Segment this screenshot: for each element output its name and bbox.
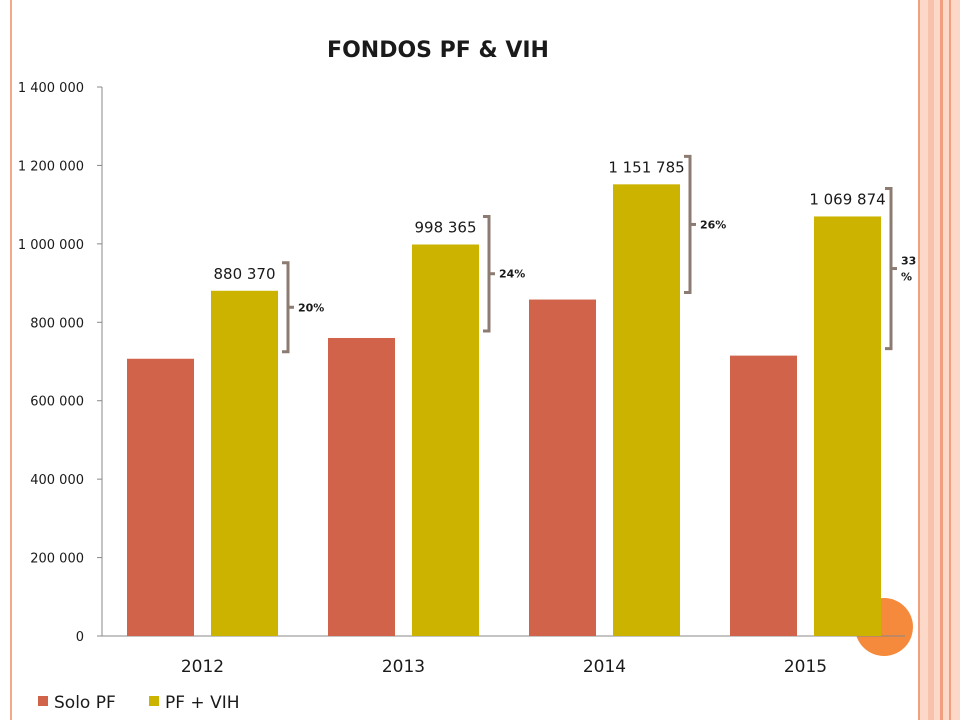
percent-annotation: 26% (700, 218, 726, 231)
percent-annotation: 20% (298, 301, 324, 314)
slide-right-stripe (928, 0, 934, 720)
data-label: 998 365 (414, 218, 476, 236)
slide-right-band (918, 0, 960, 720)
data-label: 1 151 785 (608, 158, 684, 176)
data-label: 880 370 (213, 265, 275, 283)
slide-left-border (10, 0, 12, 720)
legend: Solo PF PF + VIH (38, 693, 240, 713)
slide-right-stripe (940, 0, 943, 720)
x-tick-label: 2013 (382, 657, 425, 677)
y-tick-label: 200 000 (30, 552, 84, 567)
bar-solo-pf (730, 355, 797, 636)
data-label: 1 069 874 (809, 190, 885, 208)
x-tick-label: 2014 (583, 657, 626, 677)
x-tick-label: 2015 (784, 657, 827, 677)
difference-bracket (282, 261, 290, 354)
y-tick-label: 800 000 (30, 316, 84, 331)
bar-solo-pf (529, 299, 596, 636)
percent-annotation: % (901, 271, 912, 284)
y-tick-label: 400 000 (30, 473, 84, 488)
percent-annotation: 24% (499, 268, 525, 281)
x-tick-label: 2012 (181, 657, 224, 677)
legend-label: Solo PF (54, 693, 116, 713)
bar-pf-vih (613, 184, 680, 636)
difference-bracket (885, 186, 893, 351)
bar-pf-vih (412, 244, 479, 636)
y-tick-label: 1 200 000 (18, 159, 84, 174)
bar-solo-pf (127, 358, 194, 636)
bar-pf-vih (211, 290, 278, 636)
y-tick-label: 0 (76, 630, 84, 645)
legend-swatch (149, 696, 159, 706)
slide-right-stripe (918, 0, 920, 720)
difference-bracket (483, 214, 491, 333)
difference-bracket (684, 154, 692, 295)
plot-area: 0 200 000 400 000 600 000 800 000 1 000 000 1 … (18, 81, 916, 677)
y-tick-label: 600 000 (30, 395, 84, 410)
bar-solo-pf (328, 337, 395, 636)
y-tick-label: 1 400 000 (18, 81, 84, 96)
slide-right-stripe (949, 0, 951, 720)
legend-swatch (38, 696, 48, 706)
bar-pf-vih (814, 216, 881, 637)
percent-annotation: 33 (901, 255, 916, 268)
y-tick-label: 1 000 000 (18, 238, 84, 253)
legend-label: PF + VIH (165, 693, 240, 713)
chart-title: FONDOS PF & VIH (327, 38, 549, 63)
